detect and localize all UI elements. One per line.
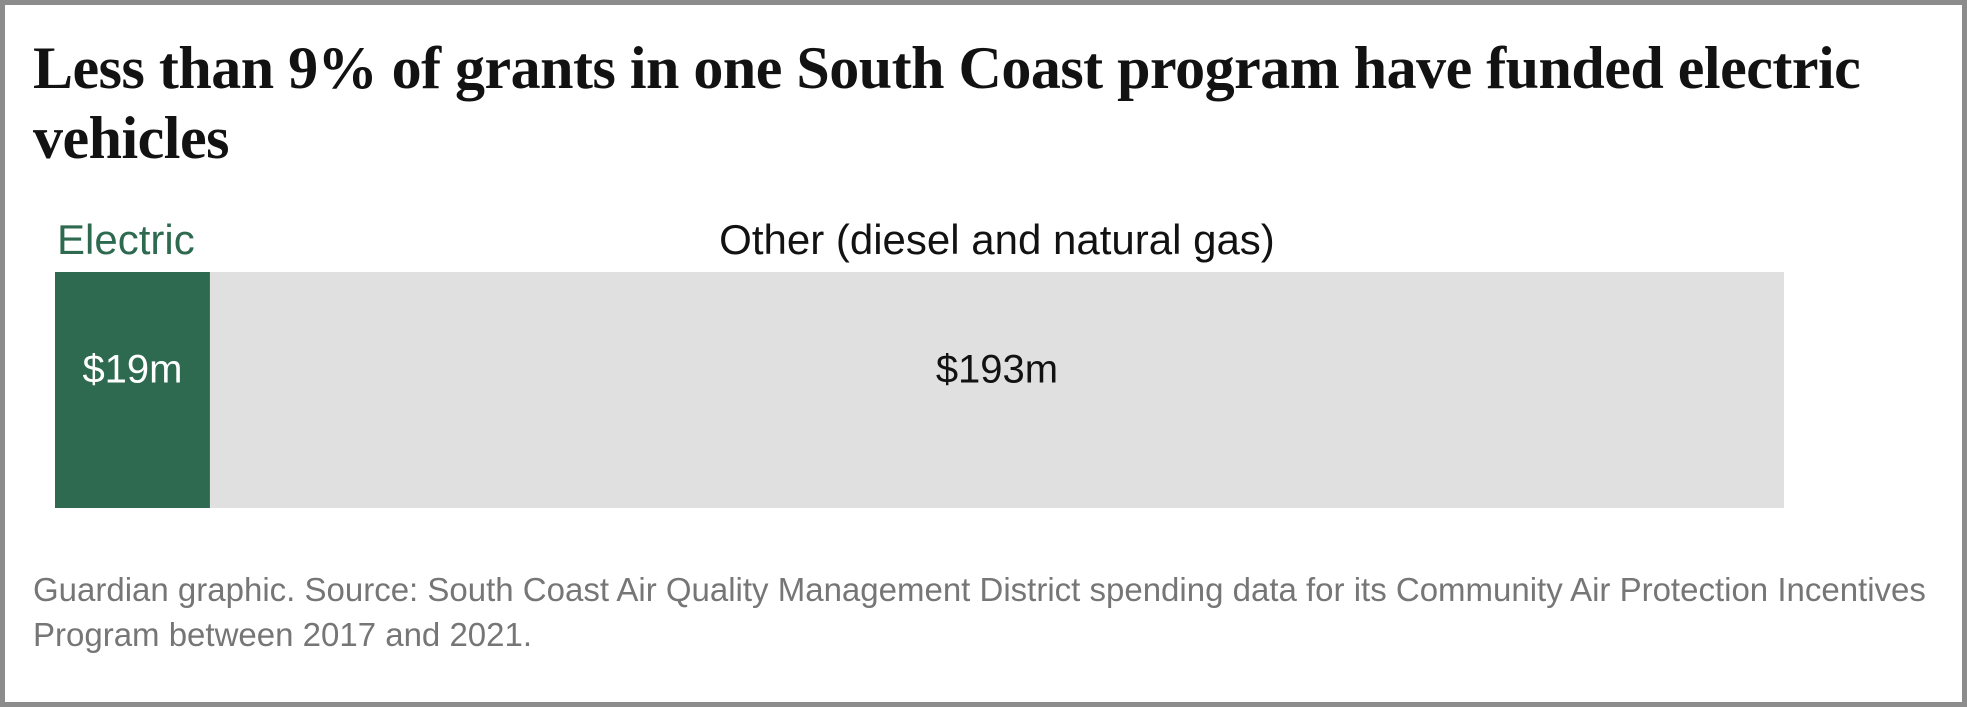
legend-label: Other (diesel and natural gas)	[719, 216, 1275, 263]
chart-title: Less than 9% of grants in one South Coas…	[33, 35, 1861, 171]
bar-segment	[55, 272, 210, 508]
bar-segment	[209, 272, 1785, 508]
legend-label: Electric	[57, 216, 195, 263]
value-label: $19m	[82, 348, 182, 392]
value-label: $193m	[936, 348, 1058, 392]
chart: Electric $19m Other (diesel and natural ga…	[55, 216, 1785, 508]
source-note: Guardian graphic. Source: South Coast Ai…	[33, 571, 1926, 653]
